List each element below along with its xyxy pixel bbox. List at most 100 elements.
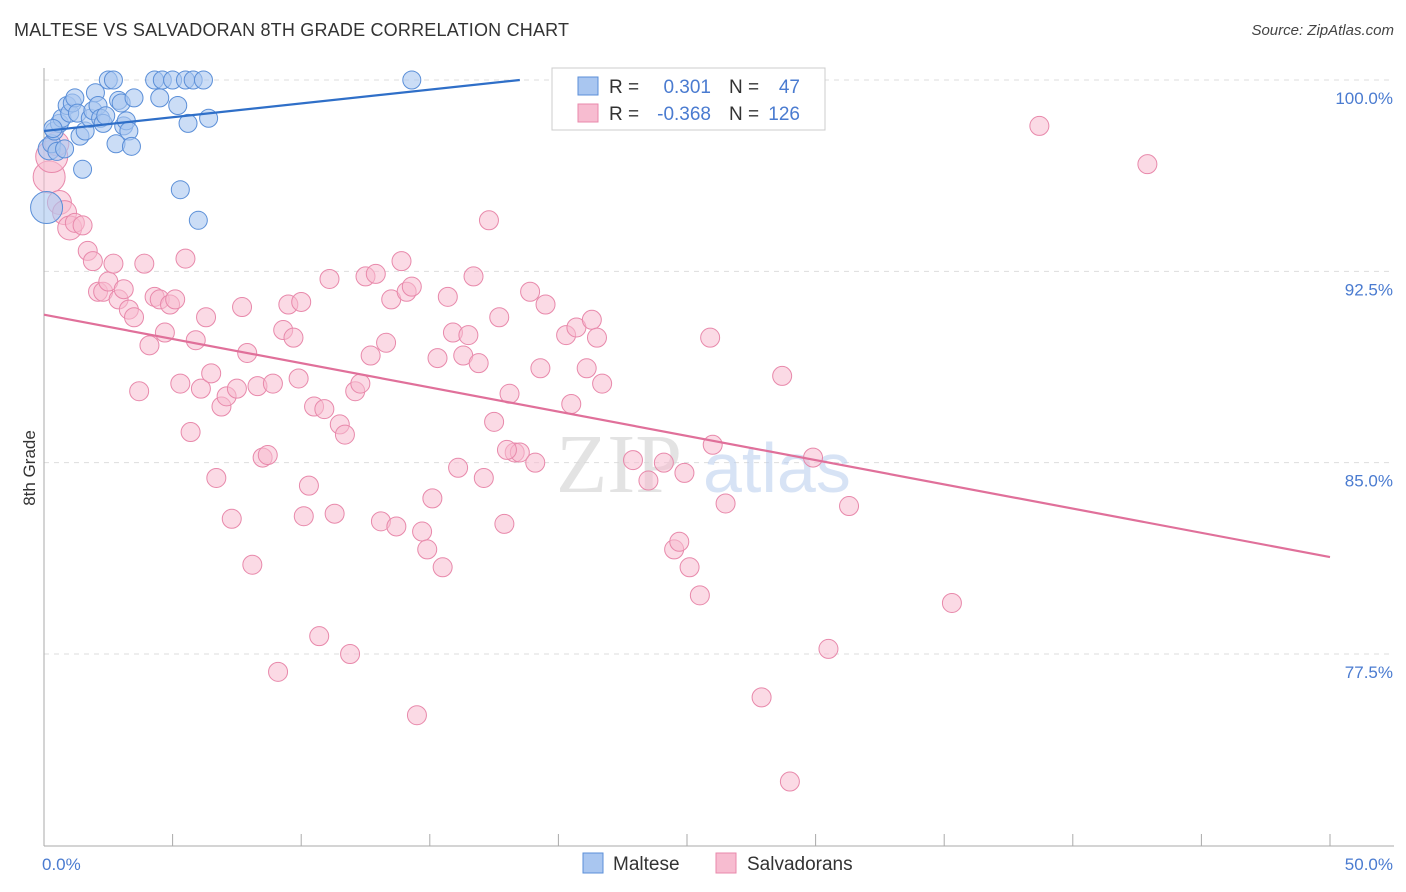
- bottom-legend-swatch-salvadoran: [715, 852, 737, 874]
- legend-r-maltese: 0.301: [663, 77, 711, 98]
- salvadoran-point: [496, 439, 517, 460]
- salvadoran-point: [129, 381, 150, 402]
- legend-r-salvadoran: -0.368: [657, 104, 711, 125]
- maltese-point: [121, 136, 141, 156]
- salvadoran-point: [669, 531, 690, 552]
- maltese-trendline: [43, 78, 520, 133]
- maltese-point: [168, 96, 188, 116]
- salvadoran-point: [715, 493, 736, 514]
- salvadoran-point: [82, 251, 103, 272]
- legend-n-label-maltese: N =: [729, 77, 759, 98]
- salvadoran-point: [360, 345, 381, 366]
- salvadoran-point: [622, 450, 643, 471]
- maltese-point: [73, 159, 93, 179]
- salvadoran-point: [103, 253, 124, 274]
- salvadoran-point: [592, 373, 613, 394]
- salvadoran-point: [134, 253, 155, 274]
- y-tick-labels: 100.0% 92.5% 85.0% 77.5%: [1335, 89, 1393, 682]
- salvadoran-point: [334, 424, 355, 445]
- salvadoran-point: [175, 248, 196, 269]
- salvadoran-point: [319, 268, 340, 289]
- salvadoran-point: [1029, 115, 1050, 136]
- maltese-point: [124, 88, 144, 108]
- salvadoran-point: [386, 516, 407, 537]
- salvadoran-point: [139, 335, 160, 356]
- salvadoran-point: [401, 276, 422, 297]
- salvadoran-point: [406, 705, 427, 726]
- salvadoran-point: [293, 506, 314, 527]
- salvadoran-point: [484, 411, 505, 432]
- salvadoran-point: [226, 378, 247, 399]
- salvadoran-point: [520, 281, 541, 302]
- salvadoran-point: [473, 467, 494, 488]
- trendlines: [43, 78, 1331, 559]
- salvadoran-point: [468, 353, 489, 374]
- salvadoran-point: [700, 327, 721, 348]
- bottom-legend-swatch-maltese: [582, 852, 604, 874]
- salvadoran-trendline: [43, 313, 1331, 559]
- x-tick-label-0: 0.0%: [42, 855, 81, 874]
- salvadoran-point: [113, 279, 134, 300]
- legend-swatch-salvadoran: [577, 103, 599, 123]
- salvadoran-point: [576, 358, 597, 379]
- salvadoran-point: [427, 348, 448, 369]
- salvadoran-point: [350, 373, 371, 394]
- maltese-points: [30, 70, 422, 230]
- y-axis-label: 8th Grade: [20, 430, 39, 506]
- salvadoran-point: [818, 638, 839, 659]
- salvadoran-point: [437, 286, 458, 307]
- legend-n-maltese: 47: [779, 77, 800, 98]
- y-tick-label-0: 100.0%: [1335, 89, 1393, 108]
- legend-r-label-maltese: R =: [609, 77, 639, 98]
- maltese-point: [103, 70, 123, 90]
- salvadoran-point: [190, 378, 211, 399]
- chart-title: MALTESE VS SALVADORAN 8TH GRADE CORRELAT…: [14, 20, 570, 40]
- salvadoran-point: [494, 513, 515, 534]
- salvadoran-point: [365, 263, 386, 284]
- salvadoran-point: [679, 557, 700, 578]
- salvadoran-point: [638, 470, 659, 491]
- salvadoran-point: [839, 496, 860, 517]
- salvadoran-point: [291, 291, 312, 312]
- salvadoran-point: [779, 771, 800, 792]
- legend-r-label-salvadoran: R =: [609, 104, 639, 125]
- maltese-point: [178, 113, 198, 133]
- salvadoran-point: [232, 297, 253, 318]
- maltese-point: [193, 70, 213, 90]
- y-tick-label-1: 92.5%: [1345, 280, 1393, 299]
- salvadoran-point: [288, 368, 309, 389]
- legend: R = 0.301 N = 47 R = -0.368 N = 126: [551, 67, 826, 131]
- legend-swatch-maltese: [577, 76, 599, 96]
- salvadoran-point: [242, 554, 263, 575]
- x-tick-labels: 0.0% 50.0%: [42, 855, 1393, 874]
- salvadoran-point: [268, 661, 289, 682]
- salvadoran-point: [283, 327, 304, 348]
- salvadoran-point: [772, 365, 793, 386]
- salvadoran-point: [586, 327, 607, 348]
- salvadoran-point: [702, 434, 723, 455]
- legend-n-salvadoran: 126: [768, 104, 800, 125]
- salvadoran-point: [689, 585, 710, 606]
- salvadoran-point: [448, 457, 469, 478]
- salvadoran-point: [432, 557, 453, 578]
- salvadoran-point: [391, 251, 412, 272]
- salvadoran-point: [674, 462, 695, 483]
- salvadoran-point: [309, 626, 330, 647]
- maltese-point: [96, 106, 116, 126]
- salvadoran-point: [165, 289, 186, 310]
- salvadoran-point: [581, 309, 602, 330]
- salvadoran-point: [530, 358, 551, 379]
- salvadoran-point: [412, 521, 433, 542]
- bottom-legend: Maltese Salvadorans: [582, 852, 853, 875]
- y-tick-label-3: 77.5%: [1345, 663, 1393, 682]
- maltese-point: [188, 210, 208, 230]
- source-label: Source: ZipAtlas.com: [1251, 22, 1394, 39]
- salvadoran-point: [535, 294, 556, 315]
- salvadoran-point: [751, 687, 772, 708]
- salvadoran-point: [124, 307, 145, 328]
- maltese-point: [55, 139, 75, 159]
- bottom-legend-label-salvadoran: Salvadorans: [747, 854, 853, 875]
- salvadoran-point: [376, 332, 397, 353]
- salvadoran-point: [72, 215, 93, 236]
